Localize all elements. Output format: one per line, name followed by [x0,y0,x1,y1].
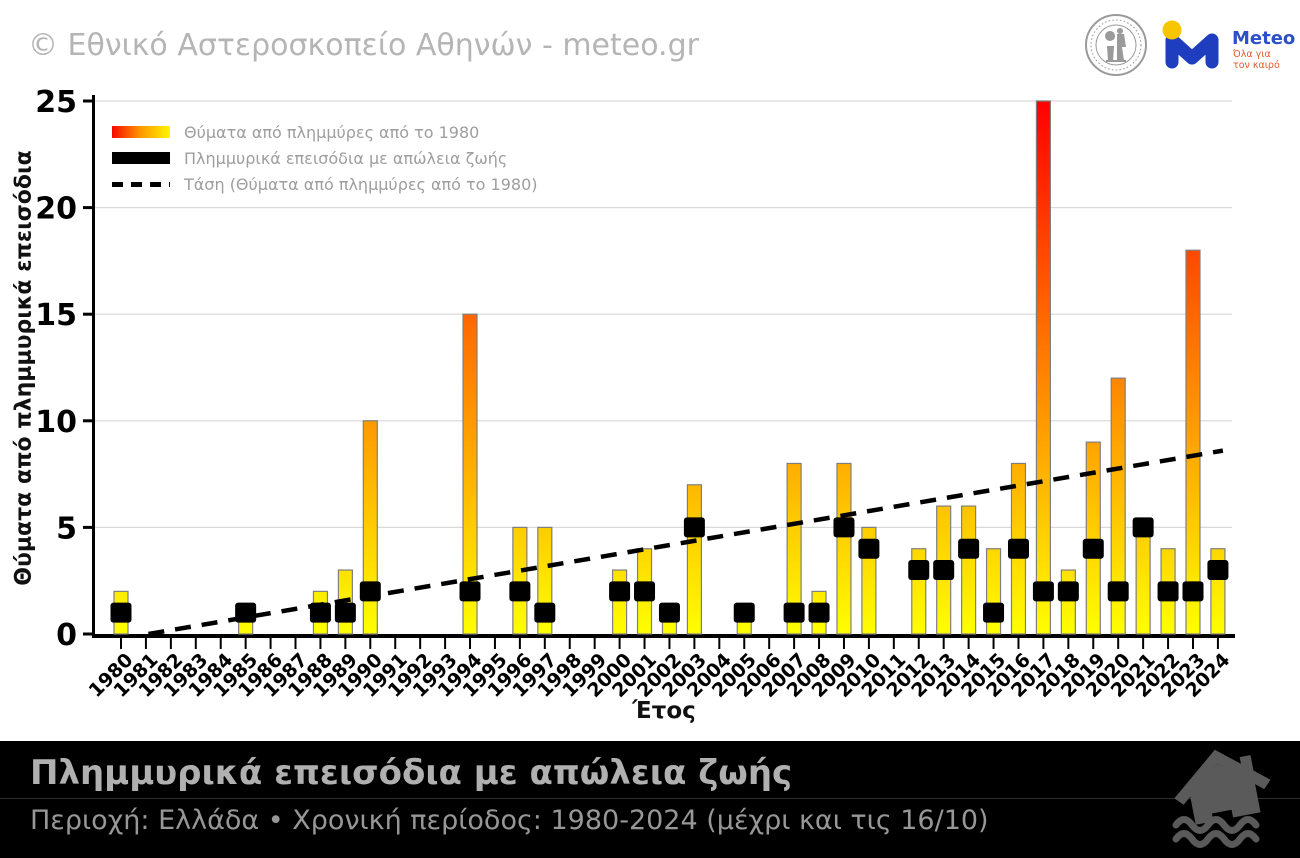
bar-2007 [786,462,802,635]
bar-2020 [1110,377,1126,635]
legend-item-episodes: Πλημμυρικά επεισόδια με απώλεια ζωής [112,145,538,171]
y-tick-label-25: 25 [35,85,77,120]
episode-marker-2002 [658,602,680,623]
meteo-m-icon [1162,20,1219,69]
bar-1990 [362,420,378,635]
episode-marker-2007 [783,602,805,623]
episode-marker-2008 [808,602,830,623]
meteo-logo: Meteo Όλα για τον καιρό [1158,18,1295,74]
y-axis-line [92,95,95,638]
episode-marker-1985 [235,602,257,623]
y-tick-label-5: 5 [56,511,77,546]
bar-2017 [1035,100,1052,635]
footer-banner: Πλημμυρικά επεισόδια με απώλεια ζωής Περ… [0,741,1300,858]
episode-marker-1990 [359,581,381,602]
trend-line [148,448,1224,637]
noa-observatory-seal-icon [1085,14,1147,76]
episode-marker-2016 [1007,538,1029,559]
flood-house-icon [1172,749,1271,848]
episode-marker-1989 [334,602,356,623]
episode-marker-2012 [908,560,930,581]
legend-item-trend: Τάση (Θύματα από πλημμύρες από το 1980) [112,171,538,197]
copyright-text: © Εθνικό Αστεροσκοπείο Αθηνών - meteo.gr [28,28,699,63]
bar-2018 [1060,569,1076,635]
bar-2019 [1085,441,1101,635]
episode-marker-2010 [858,538,880,559]
episode-marker-2024 [1207,560,1229,581]
meteo-logo-name: Meteo [1232,28,1296,49]
bar-1996 [512,526,528,635]
episode-marker-2015 [983,602,1005,623]
episode-marker-1997 [534,602,556,623]
bar-2009 [836,462,852,635]
x-axis-title: Έτος [632,698,696,724]
footer-title: Πλημμυρικά επεισόδια με απώλεια ζωής [30,753,793,793]
episode-marker-1994 [459,581,481,602]
episode-marker-1980 [110,602,132,623]
episode-marker-2019 [1082,538,1104,559]
victims-gradient-swatch-icon [112,126,170,138]
bar-1994 [462,313,478,635]
episodes-black-swatch-icon [112,152,170,164]
bar-2023 [1185,249,1201,635]
meteo-logo-tagline: Όλα για τον καιρό [1233,49,1280,71]
episode-marker-2005 [733,602,755,623]
episode-marker-2013 [933,560,955,581]
bar-2000 [611,569,628,635]
footer-divider [0,798,1300,799]
episode-marker-2022 [1157,581,1179,602]
episode-marker-2020 [1107,581,1129,602]
bar-2003 [686,484,702,635]
episode-marker-2001 [634,581,656,602]
episode-marker-1988 [309,602,331,623]
episode-marker-2009 [833,517,855,538]
flood-victims-chart: 0510152025198019811982198319841985198619… [35,85,1235,702]
episode-marker-1996 [509,581,531,602]
y-tick-label-20: 20 [35,192,77,227]
episode-marker-2000 [609,581,631,602]
episode-marker-2017 [1032,581,1054,602]
bar-2021 [1135,526,1151,635]
y-tick-label-0: 0 [56,618,77,653]
y-tick-label-15: 15 [35,298,77,333]
episode-marker-2023 [1182,581,1204,602]
episode-marker-2021 [1132,517,1154,538]
episode-marker-2018 [1057,581,1079,602]
y-axis-title: Θύματα από πλημμυρικά επεισόδια [11,150,37,586]
bar-2014 [961,505,977,635]
trend-dashed-swatch-icon [112,181,170,187]
footer-subtitle: Περιοχή: Ελλάδα • Χρονική περίοδος: 1980… [30,805,989,836]
episode-marker-2014 [958,538,980,559]
x-axis-line [92,634,1235,638]
y-tick-label-10: 10 [35,405,77,440]
episode-marker-2003 [683,517,705,538]
chart-legend: Θύματα από πλημμύρες από το 1980 Πλημμυρ… [112,119,538,197]
legend-item-victims: Θύματα από πλημμύρες από το 1980 [112,119,538,145]
